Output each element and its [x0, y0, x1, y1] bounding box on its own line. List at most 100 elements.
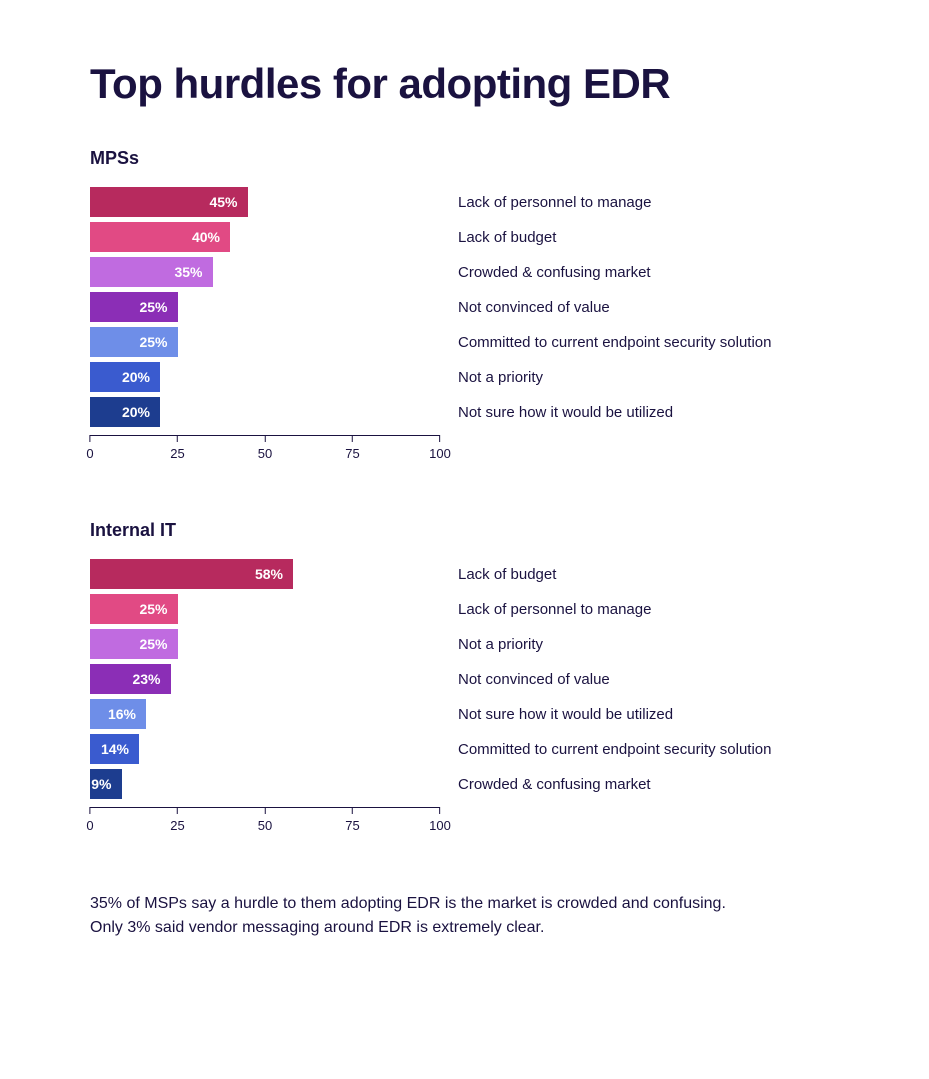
bar-row: 16% Not sure how it would be utilized	[90, 699, 849, 729]
bar: 25%	[90, 292, 178, 322]
tick-label: 0	[86, 446, 93, 461]
axis-tick: 75	[345, 435, 359, 461]
axis-tick: 100	[429, 807, 451, 833]
bar-percent-label: 14%	[101, 741, 129, 757]
bar-row: 14% Committed to current endpoint securit…	[90, 734, 849, 764]
bar-percent-label: 25%	[139, 334, 167, 350]
bar-chart: 45% Lack of personnel to manage 40% Lack of…	[90, 187, 849, 465]
bar: 9%	[90, 769, 122, 799]
section-title: Internal IT	[90, 520, 849, 541]
bar-label: Not convinced of value	[458, 299, 610, 316]
bar: 45%	[90, 187, 248, 217]
tick-label: 100	[429, 818, 451, 833]
bar-area: 16%	[90, 699, 440, 729]
bar-area: 9%	[90, 769, 440, 799]
bar-row: 25% Not convinced of value	[90, 292, 849, 322]
axis-tick: 25	[170, 435, 184, 461]
bar-label: Lack of budget	[458, 566, 556, 583]
bar-label: Not sure how it would be utilized	[458, 706, 673, 723]
bar: 14%	[90, 734, 139, 764]
bar: 20%	[90, 362, 160, 392]
bar: 20%	[90, 397, 160, 427]
section-title: MPSs	[90, 148, 849, 169]
bar: 25%	[90, 327, 178, 357]
bar: 23%	[90, 664, 171, 694]
tick-mark	[177, 807, 178, 814]
tick-mark	[439, 435, 440, 442]
tick-label: 75	[345, 446, 359, 461]
bar-percent-label: 23%	[132, 671, 160, 687]
bar-label: Not convinced of value	[458, 671, 610, 688]
bar-label: Lack of personnel to manage	[458, 601, 651, 618]
tick-label: 100	[429, 446, 451, 461]
bar-percent-label: 25%	[139, 601, 167, 617]
tick-label: 50	[258, 446, 272, 461]
bar-area: 23%	[90, 664, 440, 694]
bar-label: Not sure how it would be utilized	[458, 404, 673, 421]
bar-area: 35%	[90, 257, 440, 287]
bar: 40%	[90, 222, 230, 252]
bar: 16%	[90, 699, 146, 729]
bar-row: 23% Not convinced of value	[90, 664, 849, 694]
bar-area: 14%	[90, 734, 440, 764]
bar-row: 58% Lack of budget	[90, 559, 849, 589]
tick-label: 25	[170, 446, 184, 461]
bar-area: 40%	[90, 222, 440, 252]
axis-tick: 0	[86, 807, 93, 833]
bar-percent-label: 20%	[122, 404, 150, 420]
bar-row: 25%Not a priority	[90, 629, 849, 659]
tick-label: 0	[86, 818, 93, 833]
bar-percent-label: 45%	[209, 194, 237, 210]
bar: 25%	[90, 594, 178, 624]
bar-label: Not a priority	[458, 369, 543, 386]
bar-area: 58%	[90, 559, 440, 589]
bar-label: Lack of budget	[458, 229, 556, 246]
bar-row: 25% Committed to current endpoint securit…	[90, 327, 849, 357]
x-axis: 0255075100	[90, 435, 440, 465]
axis-tick: 50	[258, 435, 272, 461]
bar-area: 25%	[90, 594, 440, 624]
bar-area: 25%	[90, 327, 440, 357]
page-title: Top hurdles for adopting EDR	[90, 60, 849, 108]
chart-section: MPSs 45% Lack of personnel to manage 40% Lac…	[90, 148, 849, 465]
tick-mark	[265, 435, 266, 442]
bar: 25%	[90, 629, 178, 659]
tick-mark	[177, 435, 178, 442]
tick-mark	[439, 807, 440, 814]
bar: 58%	[90, 559, 293, 589]
bar-percent-label: 35%	[174, 264, 202, 280]
bar-row: 45% Lack of personnel to manage	[90, 187, 849, 217]
chart-section: Internal IT 58% Lack of budget 25% Lack of p…	[90, 520, 849, 837]
axis-tick: 0	[86, 435, 93, 461]
bar: 35%	[90, 257, 213, 287]
tick-label: 25	[170, 818, 184, 833]
axis-tick: 75	[345, 807, 359, 833]
bar-percent-label: 16%	[108, 706, 136, 722]
bar-label: Crowded & confusing market	[458, 264, 651, 281]
bar-percent-label: 9%	[91, 776, 111, 792]
tick-mark	[352, 807, 353, 814]
bar-label: Committed to current endpoint security s…	[458, 741, 771, 758]
bar-chart: 58% Lack of budget 25% Lack of personnel to…	[90, 559, 849, 837]
bar-area: 25%	[90, 292, 440, 322]
footer-line-1: 35% of MSPs say a hurdle to them adoptin…	[90, 892, 849, 916]
bar-row: 40% Lack of budget	[90, 222, 849, 252]
bar-area: 20%	[90, 362, 440, 392]
tick-mark	[89, 435, 90, 442]
bar-label: Crowded & confusing market	[458, 776, 651, 793]
bar-label: Lack of personnel to manage	[458, 194, 651, 211]
bar-row: 25% Lack of personnel to manage	[90, 594, 849, 624]
tick-label: 75	[345, 818, 359, 833]
bar-area: 45%	[90, 187, 440, 217]
bar-percent-label: 25%	[139, 636, 167, 652]
chart-sections: MPSs 45% Lack of personnel to manage 40% Lac…	[90, 148, 849, 837]
bar-percent-label: 25%	[139, 299, 167, 315]
axis-tick: 25	[170, 807, 184, 833]
bar-percent-label: 40%	[192, 229, 220, 245]
bar-label: Committed to current endpoint security s…	[458, 334, 771, 351]
bar-percent-label: 58%	[255, 566, 283, 582]
footer-line-2: Only 3% said vendor messaging around EDR…	[90, 916, 849, 940]
bar-area: 25%	[90, 629, 440, 659]
bar-row: 9% Crowded & confusing market	[90, 769, 849, 799]
bar-row: 20% Not sure how it would be utilized	[90, 397, 849, 427]
